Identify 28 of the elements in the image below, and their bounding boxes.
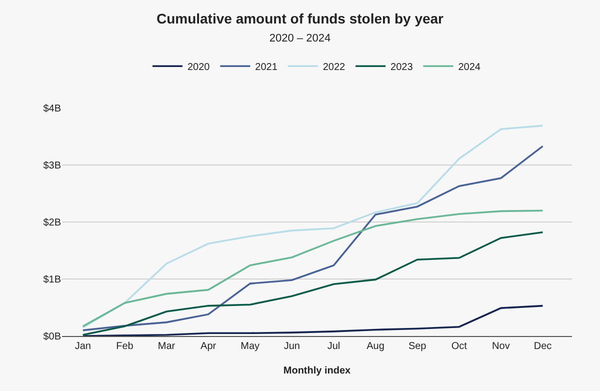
x-tick-label: Jun: [284, 341, 300, 352]
line-series: [82, 304, 544, 336]
x-tick-label: May: [240, 341, 260, 352]
legend-label: 2021: [255, 62, 278, 74]
x-tick-label: Sep: [408, 341, 427, 352]
y-tick-label: $3B: [43, 160, 62, 172]
x-tick-label: Apr: [200, 341, 217, 352]
x-tick-label: Nov: [492, 341, 510, 352]
y-tick-label: $2B: [43, 218, 62, 228]
legend-label: 2023: [390, 62, 414, 74]
legend-label: 2024: [458, 62, 481, 74]
line-series: [82, 231, 544, 336]
chart-title: Cumulative amount of funds stolen by year: [156, 10, 444, 26]
x-tick-label: Aug: [366, 341, 384, 352]
x-tick-label: Dec: [534, 341, 552, 352]
y-tick-label: $0B: [43, 332, 62, 342]
x-tick-label: Mar: [158, 341, 176, 352]
x-tick-label: Jan: [74, 341, 91, 352]
x-axis-title: Monthly index: [283, 366, 352, 376]
legend-label: 2022: [322, 62, 346, 74]
x-tick-label: Oct: [451, 341, 468, 352]
chart-subtitle: 2020 – 2024: [269, 32, 331, 45]
y-tick-label: $1B: [43, 274, 62, 286]
x-tick-label: Feb: [116, 341, 134, 352]
line-series: [82, 210, 544, 328]
y-tick-label: $4B: [43, 104, 62, 114]
legend-label: 2020: [188, 62, 210, 74]
x-tick-label: Jul: [327, 341, 340, 352]
